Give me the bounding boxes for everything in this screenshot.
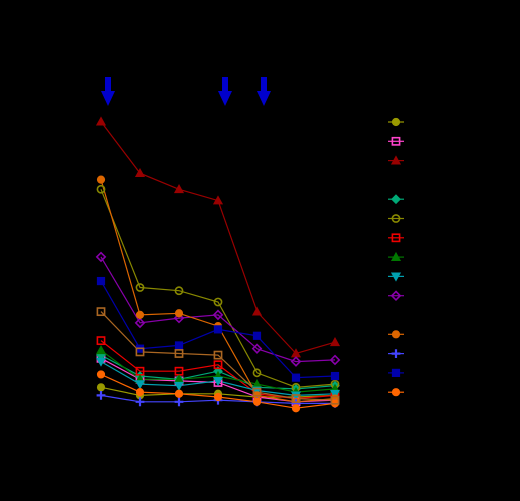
data-point-s12-3 (174, 341, 184, 350)
data-point-s10-2 (135, 310, 145, 319)
data-point-s14-7 (330, 395, 340, 405)
data-point-s11-3 (174, 397, 184, 407)
data-point-s1-1 (96, 383, 106, 392)
data-point-s5-3 (174, 286, 184, 296)
data-point-s8-1 (95, 357, 107, 367)
series-line-9 (100, 256, 336, 363)
data-point-s14-3 (174, 349, 184, 358)
data-point-s13-1 (96, 370, 106, 379)
annotation-arrow (218, 77, 232, 106)
arrows-layer (101, 77, 271, 106)
data-point-s3-2 (134, 167, 146, 178)
data-point-s3-1 (95, 116, 107, 126)
legend-marker (390, 251, 402, 261)
annotation-arrow (101, 77, 115, 106)
data-point-s14-1 (96, 307, 106, 317)
data-point-s13-2 (135, 388, 145, 397)
data-point-s8-4 (212, 377, 224, 387)
legend-marker (391, 117, 401, 127)
legend-marker (390, 272, 402, 282)
data-point-s13-6 (291, 404, 301, 413)
legend-entry-1 (388, 117, 404, 127)
legend-marker (391, 136, 401, 146)
data-point-s13-4 (213, 392, 223, 402)
legend-marker (390, 290, 402, 302)
data-point-s6-4 (213, 360, 223, 370)
data-point-s13-3 (174, 389, 184, 398)
data-point-s12-4 (213, 325, 223, 334)
data-point-s14-2 (135, 347, 145, 357)
data-point-s9-3 (173, 312, 185, 324)
legend-entry-13 (388, 388, 404, 397)
arrow-shaft (105, 77, 111, 93)
data-point-s6-1 (96, 336, 106, 346)
legend-marker (391, 349, 401, 358)
data-point-s5-2 (135, 283, 145, 292)
data-point-s7-1 (95, 345, 107, 355)
legend (388, 117, 404, 397)
data-point-s12-1 (96, 276, 106, 286)
marks-layer (95, 116, 341, 413)
legend-entry-12 (388, 368, 404, 377)
data-point-s9-1 (95, 251, 107, 263)
legend-marker (390, 155, 402, 165)
legend-entry-8 (388, 272, 404, 282)
legend-entry-5 (388, 214, 404, 223)
legend-marker (391, 214, 401, 223)
data-point-s3-3 (173, 184, 185, 194)
arrow-shaft (261, 77, 267, 93)
legend-entry-11 (388, 349, 404, 358)
data-point-s9-4 (212, 309, 224, 321)
arrow-head (101, 91, 115, 106)
legend-entry-10 (388, 330, 404, 339)
data-point-s14-4 (213, 350, 223, 360)
data-point-s11-2 (135, 397, 145, 407)
data-point-s10-1 (96, 175, 106, 184)
data-point-s8-2 (134, 380, 146, 390)
lines-layer (100, 121, 336, 409)
legend-entry-2 (388, 136, 404, 146)
legend-marker (391, 194, 401, 205)
legend-marker (391, 368, 401, 377)
data-point-s9-2 (134, 317, 146, 329)
legend-entry-9 (388, 290, 404, 302)
annotation-arrow (257, 77, 271, 106)
data-point-s9-7 (329, 354, 341, 366)
legend-entry-3 (388, 155, 404, 165)
data-point-s12-7 (330, 371, 340, 381)
data-point-s5-1 (96, 184, 106, 194)
arrow-head (257, 91, 271, 106)
data-point-s8-7 (329, 389, 341, 399)
data-point-s14-5 (252, 387, 262, 397)
data-point-s8-3 (173, 381, 185, 391)
arrow-shaft (222, 77, 228, 93)
legend-marker (391, 233, 401, 243)
data-point-s5-4 (213, 297, 223, 307)
data-point-s12-5 (252, 331, 262, 340)
legend-marker (391, 388, 401, 397)
data-point-s10-3 (174, 309, 184, 318)
data-point-s3-7 (329, 337, 341, 347)
data-point-s5-5 (252, 368, 262, 378)
data-point-s9-5 (251, 343, 263, 355)
legend-entry-4 (388, 194, 404, 205)
legend-entry-6 (388, 233, 404, 243)
data-point-s11-1 (96, 390, 106, 400)
data-point-s9-6 (290, 356, 302, 367)
legend-marker (391, 330, 401, 339)
data-point-s14-6 (291, 394, 301, 403)
legend-entry-7 (388, 251, 404, 261)
data-point-s12-6 (291, 373, 301, 382)
arrow-head (218, 91, 232, 106)
data-point-s3-5 (251, 306, 263, 316)
data-point-s13-5 (252, 397, 262, 406)
data-point-s3-4 (212, 195, 224, 205)
